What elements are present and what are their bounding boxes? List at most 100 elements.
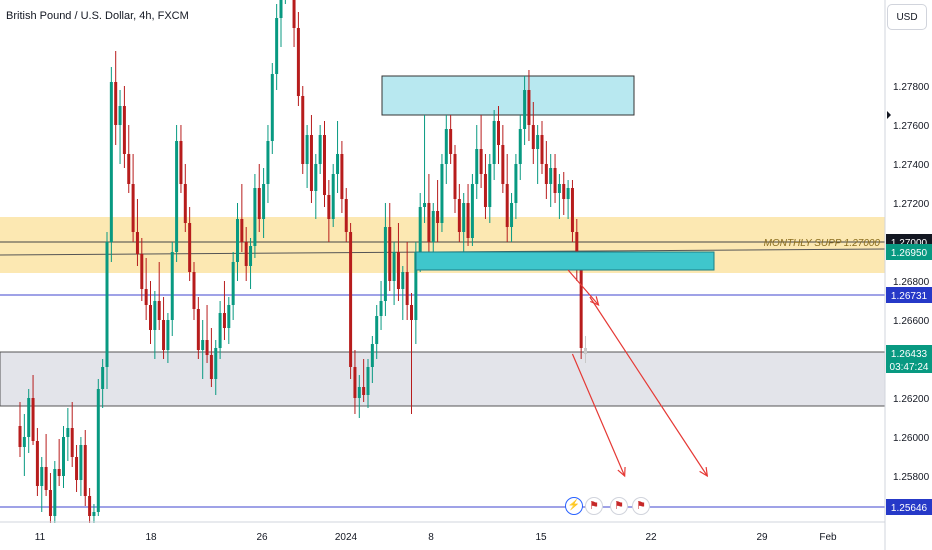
flag-icon[interactable]: ⚑ — [610, 497, 628, 515]
price-label: 1.26433 — [891, 349, 928, 360]
candle-body — [118, 106, 122, 125]
candle-body — [383, 227, 387, 301]
candle-body — [18, 426, 22, 447]
x-tick-label: 22 — [645, 532, 657, 543]
candle-body — [157, 301, 161, 320]
candle-body — [66, 428, 70, 437]
candle-body — [292, 0, 296, 28]
order-block-box — [415, 251, 715, 271]
candle-body — [44, 467, 48, 490]
countdown-label: 03:47:24 — [890, 362, 929, 373]
candle-body — [527, 90, 531, 125]
candle-body — [149, 305, 152, 330]
candle-body — [401, 272, 405, 289]
candle-body — [127, 154, 131, 184]
candle-body — [518, 129, 522, 164]
candle-body — [31, 398, 35, 441]
candle-body — [523, 90, 527, 129]
candle-body — [327, 195, 331, 219]
candle-body — [166, 320, 170, 350]
flag-icon[interactable]: ⚑ — [585, 497, 603, 515]
candle-body — [470, 184, 474, 238]
candles — [18, 0, 587, 523]
candle-body — [431, 211, 435, 242]
price-label-box — [886, 287, 932, 303]
candle-body — [570, 188, 574, 232]
candle-body — [331, 174, 335, 219]
candle-body — [57, 469, 61, 476]
candle-body — [27, 398, 31, 437]
x-tick-label: 2024 — [335, 532, 358, 543]
candle-body — [418, 207, 422, 252]
candle-body — [349, 232, 353, 367]
candle-body — [170, 252, 174, 320]
resistance-zone-cyan — [381, 75, 635, 116]
flag-icon[interactable]: ⚑ — [632, 497, 650, 515]
candle-body — [35, 441, 39, 486]
arrow-line — [571, 353, 626, 477]
projection-arrows — [567, 269, 709, 478]
candle-body — [92, 512, 96, 516]
candle-body — [222, 313, 226, 328]
candle-body — [436, 211, 440, 223]
candle-body — [249, 246, 253, 266]
candle-body — [444, 129, 448, 164]
candle-body — [414, 252, 418, 320]
price-label: 1.25646 — [891, 503, 928, 514]
candle-body — [531, 125, 535, 149]
currency-button[interactable]: USD — [887, 4, 927, 30]
arrow-head — [617, 466, 626, 478]
x-tick-label: 8 — [428, 532, 434, 543]
candle-body — [553, 168, 557, 193]
candle-body — [475, 149, 479, 184]
candle-body — [323, 135, 326, 195]
candle-body — [218, 313, 222, 348]
price-label-box — [886, 244, 932, 260]
candle-body — [79, 445, 83, 480]
candle-body — [162, 320, 166, 350]
y-tick-label: 1.26800 — [893, 277, 930, 288]
candle-body — [140, 254, 144, 289]
x-tick-label: 26 — [256, 532, 268, 543]
candle-body — [101, 367, 105, 389]
x-tick-label: 29 — [756, 532, 768, 543]
candle-body — [353, 367, 357, 398]
candle-body — [396, 252, 400, 289]
candle-body — [88, 496, 92, 516]
candle-body — [214, 348, 218, 379]
candle-body — [340, 154, 344, 199]
candle-body — [266, 141, 270, 184]
candle-body — [497, 121, 500, 145]
candle-body — [514, 164, 518, 203]
candle-body — [131, 184, 135, 232]
candle-body — [83, 445, 87, 496]
candle-body — [253, 188, 257, 246]
candle-body — [75, 457, 79, 480]
candle-body — [96, 389, 100, 512]
candle-body — [53, 469, 57, 516]
candle-body — [405, 272, 409, 305]
candle-body — [336, 154, 340, 174]
lightning-icon[interactable]: ⚡ — [565, 497, 583, 515]
candle-body — [231, 262, 235, 305]
candle-body — [257, 188, 261, 219]
arrow-line — [567, 269, 600, 306]
candle-body — [144, 289, 148, 305]
y-tick-label: 1.27800 — [893, 82, 930, 93]
y-tick-label: 1.26200 — [893, 394, 930, 405]
candle-body — [557, 184, 561, 193]
y-tick-label: 1.27400 — [893, 160, 930, 171]
candle-body — [462, 203, 466, 232]
candle-body — [362, 387, 366, 395]
candle-body — [135, 232, 139, 254]
candle-body — [427, 203, 431, 242]
demand-zone-gray — [0, 351, 886, 407]
candle-body — [505, 184, 509, 227]
y-tick-label: 1.25800 — [893, 472, 930, 483]
candle-body — [209, 355, 213, 379]
candle-body — [227, 305, 231, 328]
candle-body — [262, 184, 266, 219]
candle-body — [536, 135, 540, 149]
x-tick-label: Feb — [819, 532, 837, 543]
